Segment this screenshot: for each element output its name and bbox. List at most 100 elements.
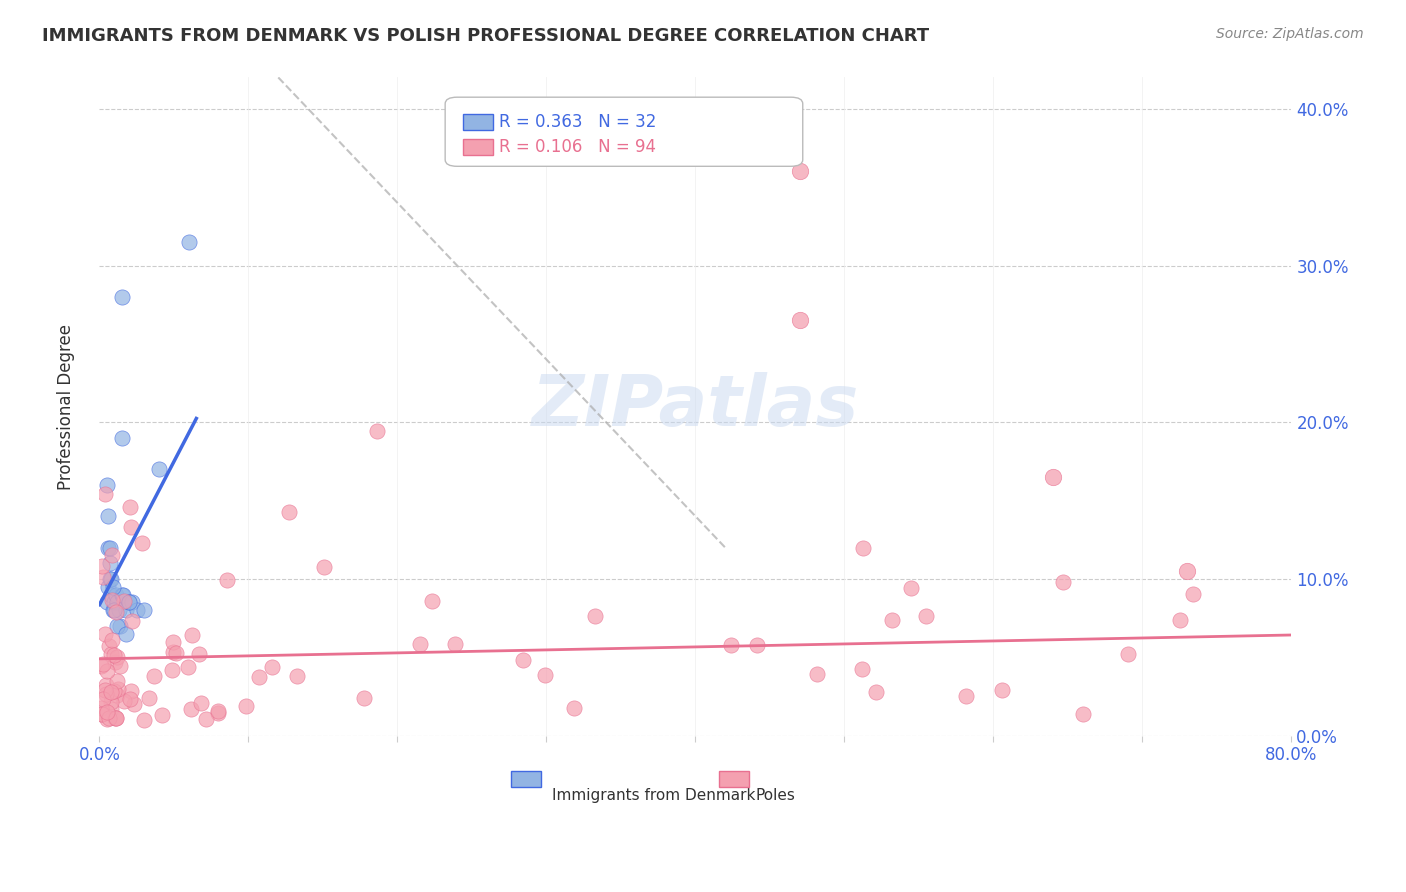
- Poles: [112, 594, 135, 608]
- Poles: [278, 505, 301, 519]
- Poles: [101, 632, 124, 647]
- Poles: [955, 689, 977, 703]
- Poles: [100, 685, 122, 699]
- Poles: [91, 691, 114, 706]
- Poles: [562, 701, 585, 715]
- Immigrants from Denmark: [98, 556, 121, 570]
- Immigrants from Denmark: [98, 572, 121, 586]
- FancyBboxPatch shape: [446, 97, 803, 166]
- Immigrants from Denmark: [98, 541, 121, 555]
- Text: Immigrants from Denmark: Immigrants from Denmark: [553, 789, 756, 804]
- Immigrants from Denmark: [111, 588, 134, 602]
- Poles: [98, 711, 121, 725]
- Text: R = 0.363   N = 32: R = 0.363 N = 32: [499, 113, 657, 131]
- Poles: [100, 647, 122, 661]
- Poles: [108, 659, 131, 673]
- Immigrants from Denmark: [97, 580, 120, 594]
- Immigrants from Denmark: [96, 595, 118, 609]
- Poles: [94, 683, 117, 698]
- Poles: [120, 520, 142, 534]
- Text: R = 0.106   N = 94: R = 0.106 N = 94: [499, 137, 655, 155]
- Poles: [162, 663, 184, 677]
- Poles: [100, 696, 122, 710]
- Poles: [1181, 586, 1204, 600]
- Immigrants from Denmark: [105, 619, 128, 633]
- Immigrants from Denmark: [96, 478, 118, 492]
- Poles: [312, 559, 335, 574]
- Immigrants from Denmark: [148, 462, 170, 476]
- Poles: [100, 548, 122, 562]
- Immigrants from Denmark: [103, 603, 125, 617]
- Poles: [96, 678, 118, 692]
- Immigrants from Denmark: [125, 603, 148, 617]
- Immigrants from Denmark: [112, 588, 135, 602]
- Poles: [104, 605, 127, 619]
- Poles: [90, 706, 112, 721]
- FancyBboxPatch shape: [510, 771, 540, 787]
- Poles: [93, 627, 115, 641]
- Poles: [207, 706, 229, 721]
- Poles: [852, 541, 875, 555]
- Immigrants from Denmark: [118, 595, 141, 609]
- Immigrants from Denmark: [101, 580, 124, 594]
- Poles: [122, 697, 145, 711]
- Poles: [94, 687, 117, 701]
- FancyBboxPatch shape: [463, 113, 494, 130]
- Poles: [512, 653, 534, 667]
- Poles: [90, 700, 112, 714]
- Poles: [131, 536, 153, 550]
- Poles: [181, 628, 204, 642]
- Text: R = 0.363   N = 32: R = 0.363 N = 32: [481, 112, 638, 129]
- Poles: [90, 706, 112, 721]
- Poles: [121, 614, 143, 628]
- Poles: [118, 500, 141, 514]
- Poles: [96, 713, 118, 727]
- Poles: [195, 712, 218, 726]
- Poles: [107, 681, 129, 696]
- Poles: [865, 685, 887, 699]
- Immigrants from Denmark: [97, 509, 120, 524]
- Immigrants from Denmark: [108, 603, 131, 617]
- Poles: [96, 705, 118, 719]
- Immigrants from Denmark: [110, 619, 132, 633]
- Immigrants from Denmark: [103, 595, 125, 609]
- Legend: Immigrants from Denmark, Poles: Immigrants from Denmark, Poles: [506, 98, 765, 148]
- Point: [1042, 470, 1064, 484]
- Poles: [247, 671, 270, 685]
- Immigrants from Denmark: [104, 588, 127, 602]
- Poles: [103, 684, 125, 698]
- Poles: [112, 694, 135, 708]
- Poles: [90, 659, 112, 673]
- Poles: [105, 689, 128, 703]
- Poles: [91, 657, 114, 671]
- Poles: [262, 660, 284, 674]
- Text: R = 0.106   N = 94: R = 0.106 N = 94: [481, 137, 638, 155]
- Poles: [1052, 574, 1074, 589]
- Poles: [96, 664, 118, 678]
- Poles: [176, 660, 198, 674]
- Immigrants from Denmark: [121, 595, 143, 609]
- Poles: [851, 662, 873, 676]
- Immigrants from Denmark: [101, 603, 124, 617]
- Poles: [97, 639, 120, 653]
- Poles: [991, 682, 1014, 697]
- Poles: [105, 650, 128, 665]
- Poles: [443, 637, 465, 651]
- Y-axis label: Professional Degree: Professional Degree: [58, 324, 75, 490]
- Immigrants from Denmark: [105, 595, 128, 609]
- Text: Poles: Poles: [755, 789, 794, 804]
- Immigrants from Denmark: [111, 290, 134, 304]
- Immigrants from Denmark: [111, 431, 134, 445]
- Poles: [235, 699, 257, 714]
- Poles: [534, 668, 557, 682]
- Immigrants from Denmark: [100, 572, 122, 586]
- Poles: [104, 711, 127, 725]
- Point: [1175, 564, 1198, 578]
- Immigrants from Denmark: [97, 541, 120, 555]
- Poles: [287, 669, 309, 683]
- Immigrants from Denmark: [115, 627, 138, 641]
- Poles: [880, 614, 903, 628]
- Poles: [103, 648, 125, 662]
- Immigrants from Denmark: [134, 603, 156, 617]
- Poles: [745, 639, 768, 653]
